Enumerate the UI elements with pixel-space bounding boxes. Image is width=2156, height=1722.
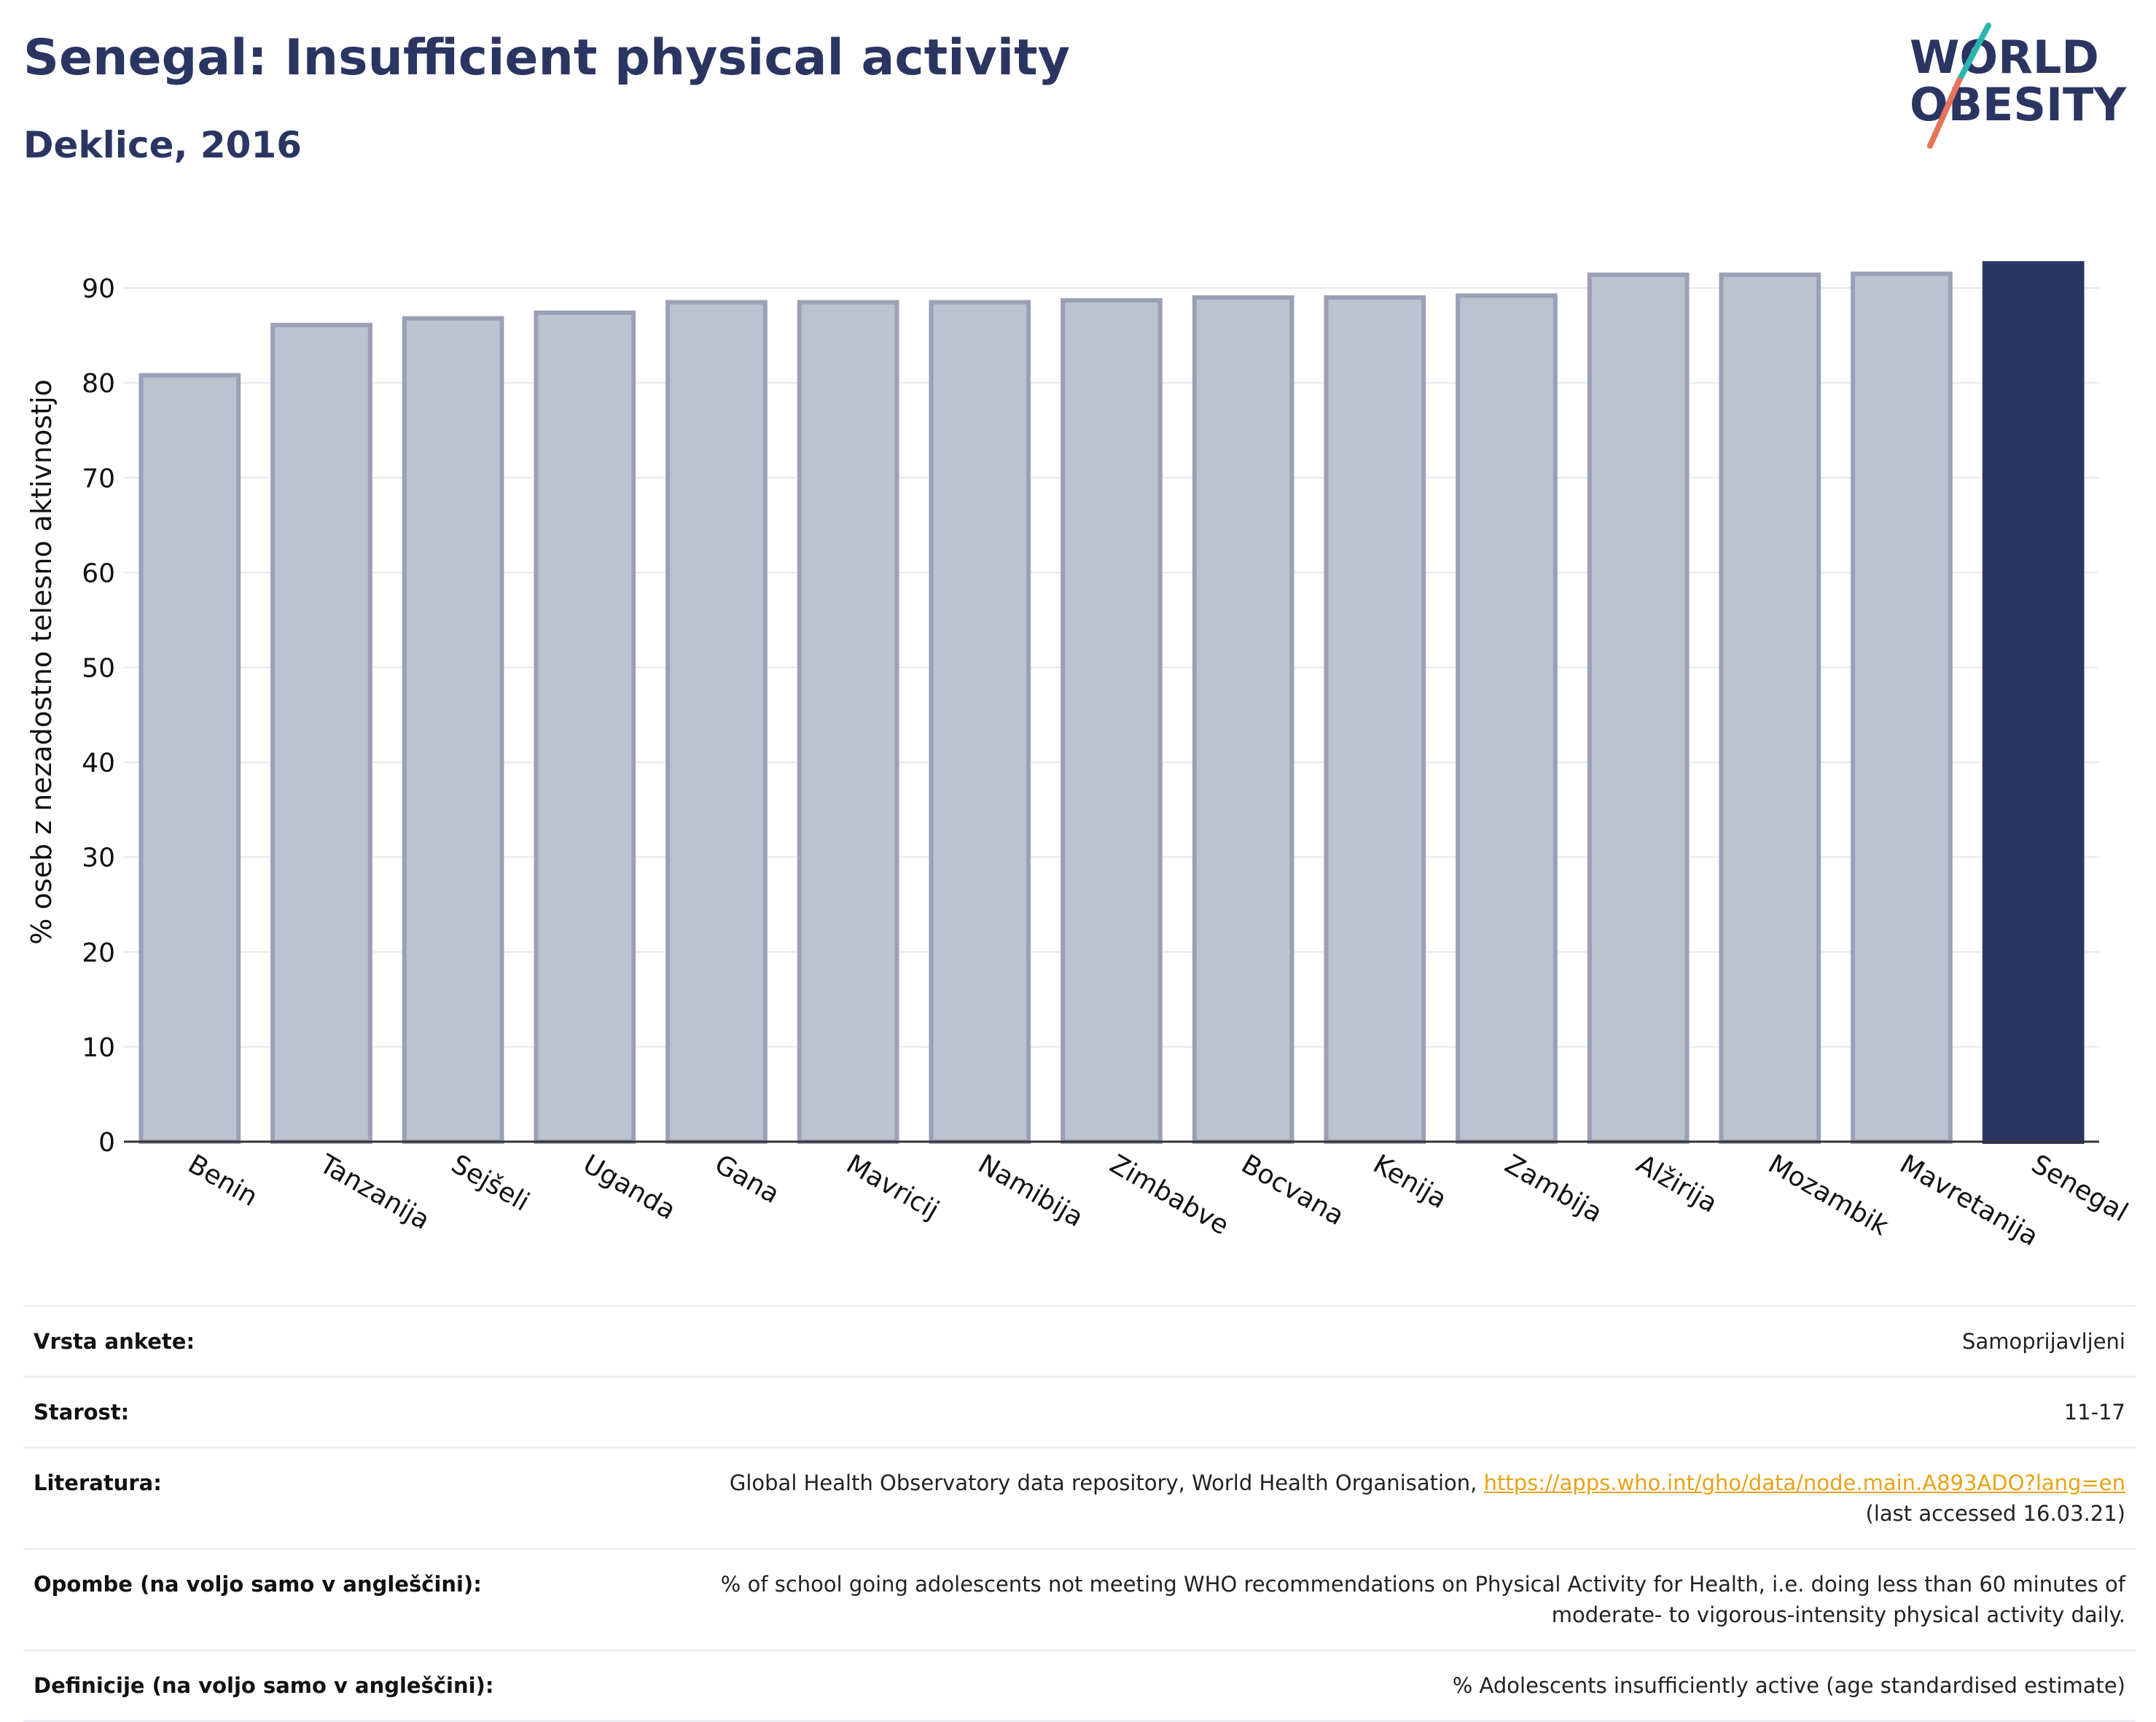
bar-mozambik xyxy=(1719,272,1821,1144)
x-tick-label: Mavretanija xyxy=(1895,1149,2044,1252)
x-tick-label: Benin xyxy=(183,1149,262,1212)
bar-benin xyxy=(138,373,241,1144)
x-tick-label: Uganda xyxy=(578,1149,681,1226)
bar-namibija xyxy=(929,300,1031,1144)
literature-access-date: (last accessed 16.03.21) xyxy=(1865,1501,2125,1526)
x-tick-labels: Benin Tanzanija Sejšeli Uganda Gana Mavricij N… xyxy=(183,1149,2133,1252)
bar-bocvana xyxy=(1192,295,1294,1145)
info-label: Vrsta ankete: xyxy=(34,1329,195,1354)
world-obesity-logo: WORLD OBESITY xyxy=(1910,23,2127,149)
bar-alžirija xyxy=(1587,272,1690,1144)
x-tick-label: Kenija xyxy=(1368,1149,1452,1215)
bars xyxy=(138,261,2085,1145)
chart-subtitle: Deklice, 2016 xyxy=(23,124,302,166)
x-tick-label: Sejšeli xyxy=(446,1149,534,1217)
bar-chart: 0 10 20 30 40 50 60 70 80 90 Benin Tanzanija Sejšel… xyxy=(26,261,2133,1252)
literature-link[interactable]: https://apps.who.int/gho/data/node.main.… xyxy=(1483,1470,2125,1495)
bar-uganda xyxy=(534,310,636,1144)
x-tick-label: Gana xyxy=(710,1149,785,1209)
info-label: Starost: xyxy=(34,1400,130,1425)
info-table: Vrsta ankete: Samoprijavljeni Starost: 1… xyxy=(23,1305,2136,1722)
info-value: Global Health Observatory data repositor… xyxy=(598,1448,2136,1549)
literature-source-text: Global Health Observatory data repositor… xyxy=(729,1470,1484,1495)
bar-mavricij xyxy=(797,300,899,1144)
info-row-literature: Literatura: Global Health Observatory da… xyxy=(23,1447,2136,1549)
y-tick-label: 20 xyxy=(82,938,115,968)
y-tick-label: 80 xyxy=(82,369,115,399)
y-tick-label: 40 xyxy=(82,749,115,779)
x-tick-label: Alžirija xyxy=(1631,1149,1722,1219)
info-row-definitions: Definicije (na voljo samo v angleščini):… xyxy=(23,1650,2136,1721)
y-axis-title: % oseb z nezadostno telesno aktivnostjo xyxy=(26,379,58,945)
info-row-notes: Opombe (na voljo samo v angleščini): % o… xyxy=(23,1548,2136,1651)
logo-slash-coral xyxy=(1927,77,1962,149)
bar-sejšeli xyxy=(402,316,504,1145)
info-value: % of school going adolescents not meetin… xyxy=(720,1572,2125,1627)
bar-mavretanija xyxy=(1851,271,1953,1144)
info-row-survey-type: Vrsta ankete: Samoprijavljeni xyxy=(23,1306,2136,1377)
info-label: Literatura: xyxy=(34,1470,162,1495)
y-tick-label: 70 xyxy=(82,464,115,494)
info-label: Opombe (na voljo samo v angleščini): xyxy=(34,1572,482,1597)
y-tick-label: 60 xyxy=(82,558,115,588)
y-tick-labels: 0 10 20 30 40 50 60 70 80 90 xyxy=(82,274,115,1158)
x-tick-label: Zambija xyxy=(1500,1149,1608,1228)
x-tick-label: Tanzanija xyxy=(314,1149,435,1236)
info-value: 11-17 xyxy=(2063,1400,2125,1425)
bar-kenija xyxy=(1324,295,1426,1145)
info-value: % Adolescents insufficiently active (age… xyxy=(1452,1673,2125,1698)
y-tick-label: 90 xyxy=(82,274,115,304)
x-tick-label: Namibija xyxy=(973,1149,1088,1233)
info-value: Samoprijavljeni xyxy=(1962,1329,2125,1354)
logo-text-world: WORLD xyxy=(1910,31,2099,84)
x-tick-label: Zimbabve xyxy=(1105,1149,1234,1241)
x-tick-label: Mozambik xyxy=(1763,1149,1894,1242)
x-tick-label: Senegal xyxy=(2026,1149,2133,1228)
info-row-age: Starost: 11-17 xyxy=(23,1376,2136,1448)
logo-slash-teal xyxy=(1956,23,1991,83)
x-tick-label: Mavricij xyxy=(841,1149,944,1226)
bar-zimbabve xyxy=(1061,297,1163,1144)
bar-senegal xyxy=(1982,261,2085,1145)
bar-gana xyxy=(665,300,768,1144)
y-tick-label: 10 xyxy=(82,1033,115,1063)
bar-tanzanija xyxy=(270,322,372,1144)
y-tick-label: 0 xyxy=(98,1128,115,1158)
chart-title: Senegal: Insufficient physical activity xyxy=(23,29,1070,87)
y-tick-label: 50 xyxy=(82,653,115,683)
bar-zambija xyxy=(1456,293,1558,1144)
y-tick-label: 30 xyxy=(82,844,115,873)
x-tick-label: Bocvana xyxy=(1236,1149,1349,1231)
info-label: Definicije (na voljo samo v angleščini): xyxy=(34,1673,494,1698)
